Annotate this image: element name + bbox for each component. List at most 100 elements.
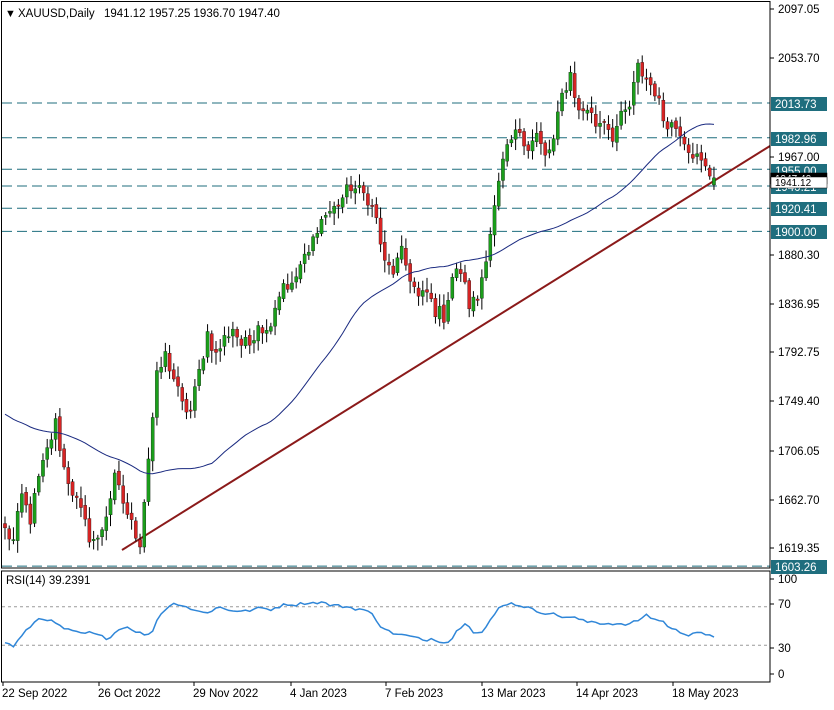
candle (513, 119, 518, 151)
candle-body (610, 127, 615, 142)
candle-body (252, 340, 256, 344)
candle-body (100, 529, 104, 538)
candle-body (433, 298, 438, 318)
candle-body (619, 110, 623, 126)
candle (442, 294, 446, 330)
candle-body (197, 369, 201, 386)
candle-body (66, 467, 71, 484)
candle-body (307, 251, 311, 256)
y-tick-label: 1836.95 (778, 299, 820, 311)
candle-body (522, 131, 526, 147)
candle (543, 140, 547, 167)
candle (117, 460, 121, 490)
candle-body (425, 289, 429, 293)
candle (176, 366, 180, 397)
candle-body (577, 98, 581, 111)
candle (707, 164, 712, 180)
ohlc-values: 1941.12 1957.25 1936.70 1947.40 (104, 8, 280, 20)
candle (361, 181, 366, 201)
candle (302, 243, 307, 273)
candle-body (564, 90, 569, 93)
x-tick-label: 13 Mar 2023 (481, 688, 546, 700)
candle-body (235, 329, 239, 338)
candle (505, 138, 509, 167)
candle-body (560, 92, 564, 112)
candle (353, 180, 358, 205)
candle-body (91, 539, 96, 541)
candle (172, 363, 176, 382)
candle-body (41, 460, 45, 477)
candle (70, 479, 75, 502)
candle (623, 100, 628, 124)
candle (463, 264, 467, 285)
candle-body (231, 328, 235, 337)
candle-body (665, 121, 670, 130)
horizontal-levels (2, 102, 770, 567)
candle-body (404, 248, 408, 266)
candle-body (319, 219, 324, 234)
candle-body (146, 458, 151, 502)
candle (11, 527, 16, 545)
candle (459, 262, 463, 282)
candle (602, 118, 606, 135)
candle-body (623, 109, 628, 112)
candle (298, 260, 303, 284)
candle-body (712, 177, 716, 186)
candle-body (475, 298, 480, 301)
candle (421, 280, 425, 306)
candle-body (269, 326, 273, 332)
rsi-group (2, 601, 770, 648)
candle (193, 379, 197, 418)
candle-body (636, 62, 640, 83)
candle (248, 328, 252, 354)
candle (370, 198, 374, 218)
candle (252, 330, 256, 354)
price-label: 1941.12 (775, 178, 812, 189)
candle (598, 110, 602, 139)
candle-body (602, 121, 606, 123)
candle-body (463, 272, 467, 283)
candle-body (332, 206, 336, 214)
candle (530, 129, 535, 160)
level-label: 1982.96 (775, 134, 817, 146)
y-tick-label: 1619.35 (778, 543, 820, 555)
candle-body (366, 193, 370, 206)
candle (366, 186, 370, 216)
candle-body (459, 269, 463, 274)
candle-body (142, 502, 147, 548)
candle (108, 490, 113, 527)
candle (644, 68, 649, 91)
level-label-box (771, 225, 827, 239)
candle (383, 230, 387, 273)
candle (446, 292, 450, 325)
candle-body (53, 418, 58, 440)
candle (619, 101, 623, 130)
candle-body (699, 152, 704, 161)
candle (374, 197, 379, 224)
candle-body (172, 369, 176, 380)
candle (539, 122, 543, 155)
candle (412, 277, 417, 294)
candle (670, 119, 674, 137)
candle (416, 281, 421, 306)
candle (24, 487, 28, 513)
x-tick-label: 7 Feb 2023 (385, 688, 443, 700)
candle-body (248, 335, 252, 346)
candle-body (606, 124, 611, 130)
candle-body (644, 77, 649, 80)
candle (615, 114, 619, 152)
candle (610, 118, 615, 148)
candle (395, 252, 400, 276)
candle-body (210, 333, 214, 351)
candle (188, 400, 193, 419)
candle-body (387, 261, 391, 266)
candle (319, 216, 324, 237)
candle-body (572, 73, 577, 98)
candle-body (290, 282, 294, 290)
y-tick-label: 1967.00 (778, 152, 820, 164)
candle (3, 516, 7, 540)
level-label: 1900.00 (775, 227, 817, 239)
candle-body (374, 204, 379, 218)
